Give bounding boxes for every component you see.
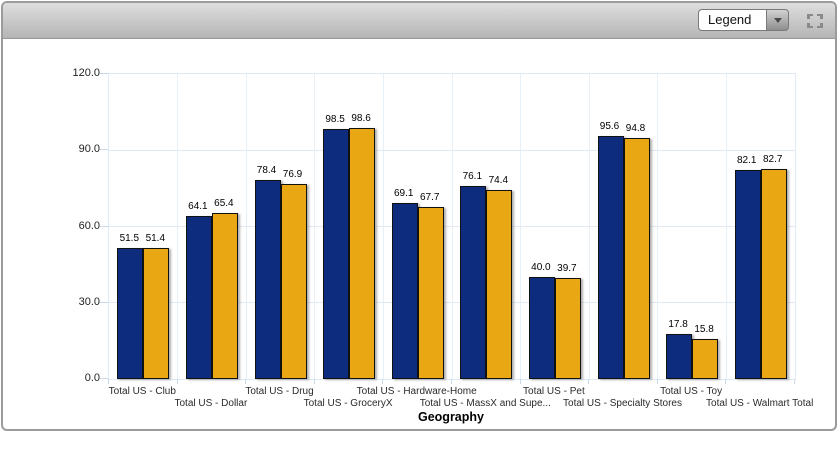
x-category-label: Total US - Dollar — [174, 398, 248, 409]
legend-dropdown-value[interactable]: Legend — [698, 9, 766, 31]
x-category-label: Total US - MassX and Supe... — [419, 398, 551, 409]
widget-titlebar: Legend — [3, 3, 835, 39]
y-tick-label: 90.0 — [78, 143, 100, 156]
x-tick-mark — [245, 379, 247, 384]
bar-value-label: 64.1 — [188, 201, 208, 212]
bar-value-label: 17.8 — [668, 319, 688, 330]
bar-blue[interactable] — [666, 334, 693, 379]
chart-widget-window: Legend Geography 0.0 30.0 60.0 90.0 120.0 51.… — [1, 1, 837, 431]
y-tick-label: 120.0 — [72, 67, 100, 79]
bar-value-label: 40.0 — [531, 262, 551, 273]
x-gridline — [725, 74, 727, 379]
bar-blue[interactable] — [254, 180, 281, 379]
bar-blue[interactable] — [185, 216, 212, 379]
bar-gold[interactable] — [280, 184, 307, 379]
bar-gold[interactable] — [760, 169, 787, 379]
bar-value-label: 51.4 — [145, 233, 166, 244]
expand-icon[interactable] — [806, 13, 824, 29]
bar-gold[interactable] — [486, 190, 513, 379]
x-category-label: Total US - Drug — [245, 386, 314, 397]
bar-value-label: 98.5 — [325, 114, 345, 125]
x-tick-mark — [451, 379, 452, 384]
bar-gold[interactable] — [554, 278, 581, 379]
bar-value-label: 15.8 — [694, 324, 714, 335]
plot-area — [108, 73, 796, 380]
bar-gold[interactable] — [417, 207, 444, 379]
bar-blue[interactable] — [460, 186, 487, 379]
x-tick-mark — [519, 379, 521, 384]
bar-value-label: 51.5 — [119, 233, 140, 244]
x-gridline — [657, 74, 659, 379]
y-tick-mark — [100, 225, 108, 227]
legend-dropdown[interactable]: Legend — [698, 9, 789, 31]
y-tick-mark — [100, 73, 108, 74]
bar-blue[interactable] — [391, 203, 418, 379]
x-gridline — [520, 74, 522, 379]
bar-gold[interactable] — [692, 339, 719, 379]
bar-value-label: 67.7 — [419, 192, 440, 203]
y-tick-mark — [100, 301, 108, 303]
x-gridline — [451, 74, 453, 379]
bar-value-label: 82.7 — [762, 154, 783, 165]
x-category-label: Total US - Hardware-Home — [356, 386, 477, 397]
x-tick-mark — [382, 379, 384, 384]
bar-value-label: 74.4 — [488, 175, 509, 186]
bar-value-label: 65.4 — [214, 198, 234, 209]
x-category-label: Total US - Toy — [660, 386, 723, 397]
bar-blue[interactable] — [597, 136, 624, 379]
bar-value-label: 78.4 — [256, 165, 277, 176]
x-category-label: Total US - GroceryX — [303, 398, 393, 409]
x-tick-mark — [176, 379, 178, 384]
bar-value-label: 69.1 — [393, 188, 414, 199]
x-tick-mark — [794, 379, 795, 384]
bar-gold[interactable] — [211, 213, 238, 379]
x-tick-mark — [313, 379, 315, 384]
bar-blue[interactable] — [323, 129, 350, 379]
y-tick-label: 0.0 — [84, 372, 100, 384]
bar-value-label: 76.1 — [462, 171, 483, 182]
bar-value-label: 82.1 — [736, 155, 757, 166]
bar-gold[interactable] — [349, 128, 376, 379]
x-tick-mark — [588, 379, 590, 384]
x-tick-mark — [725, 379, 727, 384]
x-gridline — [314, 74, 316, 379]
bar-value-label: 98.6 — [351, 113, 371, 124]
bar-value-label: 76.9 — [282, 169, 303, 180]
x-tick-mark — [108, 379, 109, 384]
x-gridline — [382, 74, 384, 379]
bar-blue[interactable] — [117, 248, 144, 379]
y-tick-mark — [100, 149, 108, 151]
x-category-label: Total US - Pet — [523, 386, 585, 397]
x-tick-mark — [656, 379, 658, 384]
bar-value-label: 94.8 — [625, 123, 646, 134]
x-gridline — [245, 74, 247, 379]
x-gridline — [588, 74, 590, 379]
chevron-down-icon[interactable] — [766, 9, 789, 31]
bar-gold[interactable] — [623, 138, 650, 379]
x-category-label: Total US - Specialty Stores — [563, 398, 682, 409]
x-axis-title: Geography — [418, 410, 484, 424]
y-tick-label: 30.0 — [78, 295, 100, 308]
bar-value-label: 39.7 — [557, 263, 577, 274]
x-category-label: Total US - Club — [108, 386, 176, 397]
bar-blue[interactable] — [528, 277, 555, 379]
x-category-label: Total US - Walmart Total — [706, 398, 814, 409]
bar-value-label: 95.6 — [599, 121, 620, 132]
y-tick-label: 60.0 — [78, 219, 100, 232]
x-gridline — [177, 74, 179, 379]
bar-blue[interactable] — [734, 170, 761, 379]
bar-gold[interactable] — [143, 248, 170, 379]
y-tick-mark — [100, 378, 108, 379]
